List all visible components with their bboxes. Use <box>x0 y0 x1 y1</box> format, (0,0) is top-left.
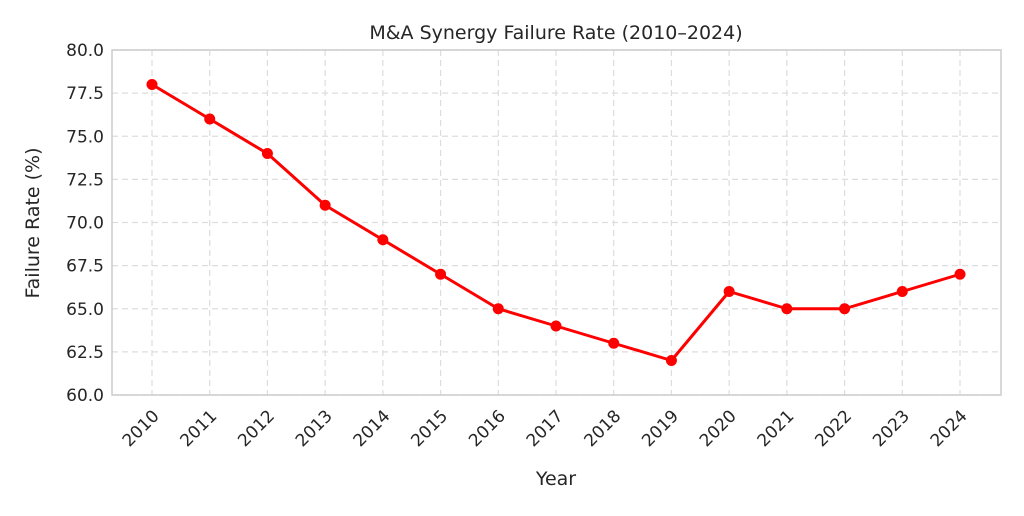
x-tick-label: 2010 <box>119 406 164 451</box>
y-tick-label: 65.0 <box>66 300 104 320</box>
x-tick-label: 2023 <box>869 406 914 451</box>
grid <box>112 49 1001 396</box>
x-tick-label: 2014 <box>350 406 395 451</box>
x-tick-label: 2016 <box>465 406 510 451</box>
data-point-2018 <box>608 337 620 349</box>
y-tick-label: 72.5 <box>66 170 104 190</box>
y-tick-label: 77.5 <box>66 84 104 104</box>
data-points <box>146 79 966 366</box>
y-axis-label: Failure Rate (%) <box>22 147 44 298</box>
x-tick-label: 2017 <box>523 406 568 451</box>
data-point-2016 <box>492 303 504 315</box>
x-tick-label: 2021 <box>754 406 799 451</box>
x-tick-label: 2013 <box>292 406 337 451</box>
y-tick-label: 62.5 <box>66 343 104 363</box>
y-tick-label: 75.0 <box>66 127 104 147</box>
x-tick-label: 2019 <box>638 406 683 451</box>
data-point-2024 <box>954 268 966 280</box>
x-tick-label: 2020 <box>696 406 741 451</box>
x-tick-label: 2012 <box>234 406 279 451</box>
data-point-2013 <box>319 199 331 211</box>
plot-frame <box>111 49 1002 396</box>
data-point-2023 <box>896 286 908 297</box>
x-tick-label: 2022 <box>811 406 856 451</box>
x-axis-label: Year <box>535 468 576 490</box>
data-point-2017 <box>550 320 562 332</box>
x-axis-ticks: 2010 2011 2012 2013 2014 2015 2016 2017 2018 2019… <box>119 406 972 451</box>
data-point-2019 <box>665 355 677 366</box>
data-point-2014 <box>377 234 389 246</box>
data-point-2015 <box>435 268 447 280</box>
x-tick-label: 2024 <box>927 406 972 451</box>
y-tick-label: 67.5 <box>66 257 104 277</box>
y-tick-label: 60.0 <box>66 386 104 406</box>
y-axis-ticks: 60.0 62.5 65.0 67.5 70.0 72.5 75.0 77.5 80.0 <box>66 41 104 406</box>
x-tick-label: 2018 <box>581 406 626 451</box>
data-point-2012 <box>261 148 273 159</box>
y-tick-label: 70.0 <box>66 214 104 234</box>
x-tick-label: 2011 <box>177 406 222 451</box>
data-point-2021 <box>781 303 793 315</box>
x-tick-label: 2015 <box>407 406 452 451</box>
y-tick-label: 80.0 <box>66 41 104 61</box>
data-point-2020 <box>723 286 735 297</box>
data-point-2010 <box>146 79 158 90</box>
data-point-2011 <box>204 113 216 125</box>
data-point-2022 <box>839 303 851 315</box>
chart-title: M&A Synergy Failure Rate (2010–2024) <box>369 22 742 44</box>
